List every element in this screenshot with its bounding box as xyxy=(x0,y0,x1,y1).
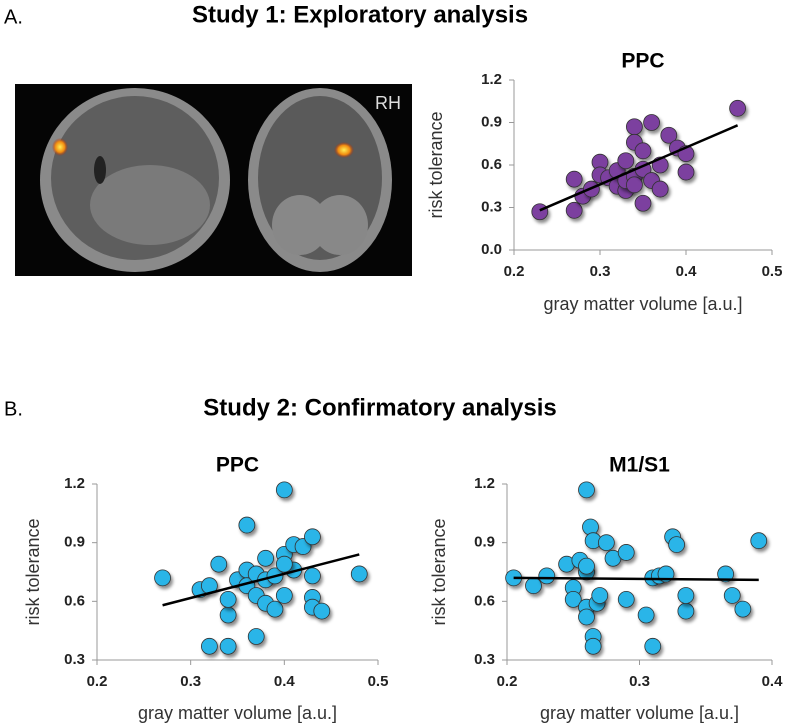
x-tick-label: 0.4 xyxy=(676,263,698,280)
x-tick-label: 0.2 xyxy=(87,673,108,690)
x-tick-label: 0.5 xyxy=(368,673,389,690)
point xyxy=(266,600,284,618)
point xyxy=(677,602,695,620)
point xyxy=(564,590,582,608)
x-axis-label: gray matter volume [a.u.] xyxy=(540,703,739,723)
y-axis-label: risk tolerance xyxy=(426,111,446,218)
panel-label: A. xyxy=(4,6,23,28)
fit-line xyxy=(513,576,759,582)
point xyxy=(525,577,542,595)
y-tick-label: 0.9 xyxy=(64,534,85,551)
point xyxy=(582,518,599,536)
point xyxy=(219,606,237,624)
point xyxy=(219,637,237,655)
x-axis-label: gray matter volume [a.u.] xyxy=(543,294,742,314)
point xyxy=(247,628,265,645)
y-tick-label: 0.3 xyxy=(64,651,85,668)
point xyxy=(210,555,228,573)
y-tick-label: 1.2 xyxy=(481,71,502,88)
point xyxy=(626,118,643,136)
point xyxy=(304,528,321,546)
point xyxy=(350,565,368,583)
point xyxy=(238,516,256,534)
point xyxy=(154,569,171,587)
point xyxy=(578,557,595,575)
x-axis-label: gray matter volume [a.u.] xyxy=(138,703,337,723)
x-tick-label: 0.4 xyxy=(762,673,784,690)
y-tick-label: 1.2 xyxy=(474,475,495,492)
point xyxy=(660,126,678,144)
point xyxy=(591,587,609,604)
point xyxy=(565,170,583,188)
point xyxy=(677,587,695,604)
point xyxy=(275,555,293,573)
brain-image: RH xyxy=(15,84,412,276)
point xyxy=(275,481,293,499)
y-tick-label: 0.6 xyxy=(481,156,502,173)
y-tick-label: 1.2 xyxy=(64,475,85,492)
x-tick-label: 0.2 xyxy=(504,263,525,280)
point xyxy=(584,637,602,655)
y-tick-label: 0.9 xyxy=(481,113,502,130)
point xyxy=(734,600,752,618)
study-title: Study 2: Confirmatory analysis xyxy=(203,394,556,421)
y-tick-label: 0.0 xyxy=(481,241,502,258)
point xyxy=(750,532,768,550)
point xyxy=(634,142,652,160)
fit-line xyxy=(539,124,739,212)
point xyxy=(644,637,662,655)
point xyxy=(626,176,643,194)
point xyxy=(304,567,321,585)
point xyxy=(634,194,652,212)
point xyxy=(617,152,635,170)
point xyxy=(257,549,275,567)
image-label: RH xyxy=(375,93,401,113)
point xyxy=(200,637,218,655)
chart-title: PPC xyxy=(621,50,664,73)
point xyxy=(597,534,615,552)
point xyxy=(578,608,595,626)
point xyxy=(651,180,669,198)
y-tick-label: 0.3 xyxy=(474,651,495,668)
point xyxy=(729,99,746,117)
y-tick-label: 0.6 xyxy=(474,592,495,609)
x-tick-label: 0.3 xyxy=(629,673,650,690)
panel-label: B. xyxy=(4,398,23,420)
point xyxy=(578,481,595,499)
point xyxy=(717,565,735,583)
y-axis-label: risk tolerance xyxy=(429,518,449,625)
point xyxy=(531,203,549,221)
fit-line xyxy=(162,553,360,607)
x-tick-label: 0.2 xyxy=(497,673,518,690)
point xyxy=(617,544,635,561)
y-tick-label: 0.6 xyxy=(64,592,85,609)
y-tick-label: 0.3 xyxy=(481,198,502,215)
study-title: Study 1: Exploratory analysis xyxy=(192,1,528,28)
x-tick-label: 0.3 xyxy=(180,673,201,690)
point xyxy=(313,602,331,620)
x-tick-label: 0.4 xyxy=(274,673,296,690)
point xyxy=(643,114,660,131)
point xyxy=(538,567,556,585)
chart-title: PPC xyxy=(216,454,259,477)
point xyxy=(668,536,685,554)
x-tick-label: 0.3 xyxy=(590,263,611,280)
point xyxy=(617,590,635,608)
point xyxy=(565,201,583,219)
point xyxy=(723,587,741,604)
point xyxy=(677,163,695,181)
x-tick-label: 0.5 xyxy=(762,263,783,280)
y-axis-label: risk tolerance xyxy=(23,518,43,625)
chart-title: M1/S1 xyxy=(609,454,670,477)
point xyxy=(219,590,237,608)
point xyxy=(275,587,293,604)
y-tick-label: 0.9 xyxy=(474,534,495,551)
point xyxy=(637,606,655,624)
